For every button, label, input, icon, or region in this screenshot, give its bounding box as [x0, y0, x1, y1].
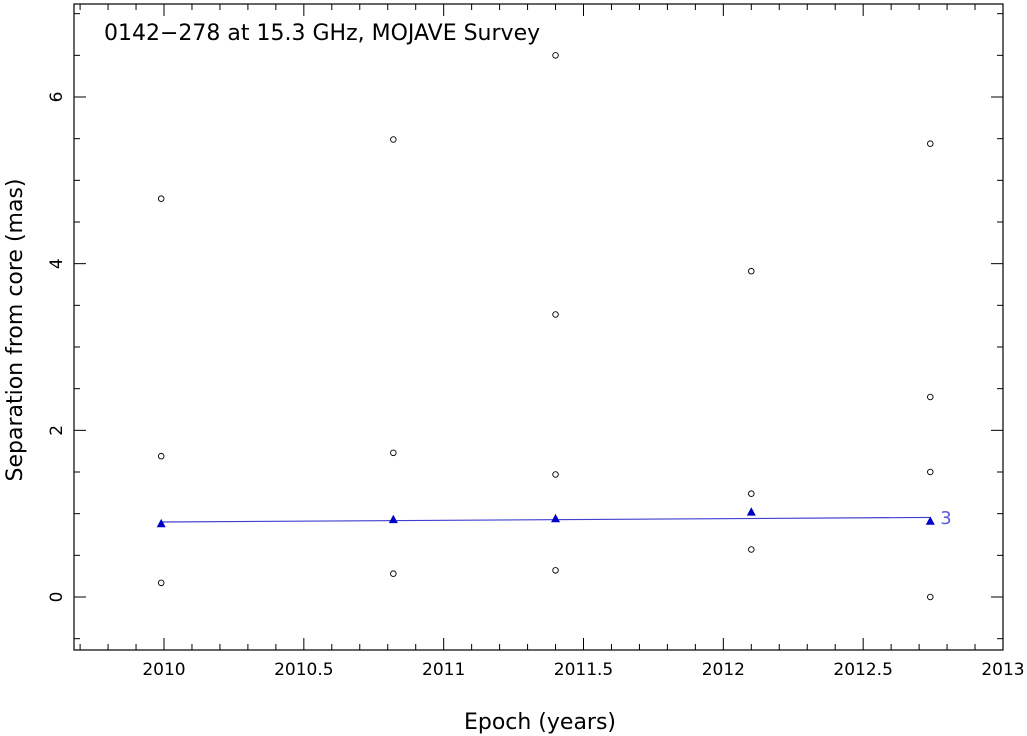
data-point-circle	[157, 452, 165, 460]
data-point-circle	[748, 490, 755, 497]
data-point-circle	[157, 579, 165, 587]
data-point-triangle	[156, 518, 166, 528]
plot-border	[73, 3, 1004, 651]
x-tick-label: 2010	[142, 660, 185, 680]
data-point-circle	[157, 195, 165, 202]
x-tick-label: 2010.5	[274, 660, 333, 680]
chart-title: 0142−278 at 15.3 GHz, MOJAVE Survey	[104, 21, 540, 46]
x-axis-label: Epoch (years)	[464, 710, 616, 735]
data-point-circle	[748, 546, 755, 553]
component-label: 3	[940, 508, 951, 529]
fit-lines	[161, 516, 931, 523]
data-points: 3	[156, 52, 952, 601]
y-tick-label: 2	[47, 425, 67, 436]
x-axis: 2010 2010.5 2011 2011.5 2012 2012.5 2013	[79, 4, 1025, 680]
x-tick-label: 2011.5	[554, 660, 613, 680]
data-point-circle	[927, 468, 934, 476]
data-point-circle	[927, 140, 934, 147]
data-point-circle	[748, 267, 755, 275]
x-tick-label: 2012.5	[833, 660, 892, 680]
data-point-triangle	[551, 513, 561, 523]
plot-frame	[73, 3, 1004, 651]
data-point-circle	[552, 567, 559, 574]
y-tick-label: 0	[47, 592, 67, 603]
data-point-triangle	[388, 514, 398, 524]
data-point-circle	[552, 471, 559, 478]
data-point-triangle	[925, 516, 935, 525]
y-axis-label: Separation from core (mas)	[3, 179, 28, 482]
data-point-circle	[552, 311, 559, 318]
x-tick-label: 2013	[981, 660, 1024, 680]
x-tick-label: 2011	[422, 660, 465, 680]
data-point-triangle	[746, 507, 756, 516]
data-point-circle	[390, 136, 397, 143]
x-tick-label: 2012	[702, 660, 745, 680]
y-axis: 0 2 4 6	[47, 13, 1003, 640]
data-point-circle	[927, 393, 934, 401]
y-tick-label: 4	[47, 258, 67, 269]
y-tick-label: 6	[47, 92, 67, 103]
data-point-circle	[927, 593, 934, 601]
data-point-circle	[552, 52, 559, 59]
fit-line	[161, 516, 931, 523]
data-point-circle	[390, 449, 397, 457]
data-point-circle	[390, 570, 397, 577]
